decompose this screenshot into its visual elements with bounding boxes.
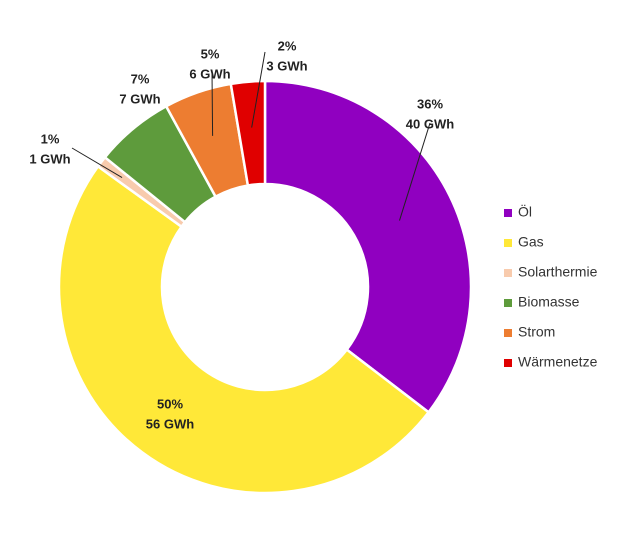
legend-swatch xyxy=(504,239,512,247)
legend-swatch xyxy=(504,269,512,277)
legend-swatch xyxy=(504,329,512,337)
legend-swatch xyxy=(504,209,512,217)
data-label-value: 6 GWh xyxy=(189,66,230,81)
data-label-percent: 36% xyxy=(417,96,443,111)
legend-label: Strom xyxy=(518,324,555,340)
data-label-percent: 50% xyxy=(157,396,183,411)
data-label-value: 56 GWh xyxy=(146,416,194,431)
legend-label: Öl xyxy=(518,203,532,220)
legend-label: Gas xyxy=(518,234,544,250)
leader-line xyxy=(251,51,266,128)
donut-slice xyxy=(263,79,473,414)
data-label-value: 1 GWh xyxy=(29,151,70,166)
legend-label: Solarthermie xyxy=(518,264,598,280)
data-label-value: 3 GWh xyxy=(266,58,307,73)
data-label-percent: 1% xyxy=(41,131,60,146)
data-label-percent: 7% xyxy=(131,71,150,86)
data-label-percent: 5% xyxy=(201,46,220,61)
data-label-value: 40 GWh xyxy=(406,116,454,131)
data-label-value: 7 GWh xyxy=(119,91,160,106)
legend-swatch xyxy=(504,299,512,307)
data-label-percent: 2% xyxy=(278,38,297,53)
donut-slice xyxy=(229,79,267,187)
leader-line xyxy=(211,71,214,136)
legend-label: Wärmenetze xyxy=(518,354,598,370)
leader-line xyxy=(399,122,431,221)
legend-swatch xyxy=(504,359,512,367)
leader-line xyxy=(71,147,123,179)
donut-slice xyxy=(57,164,431,495)
legend-label: Biomasse xyxy=(518,294,580,310)
